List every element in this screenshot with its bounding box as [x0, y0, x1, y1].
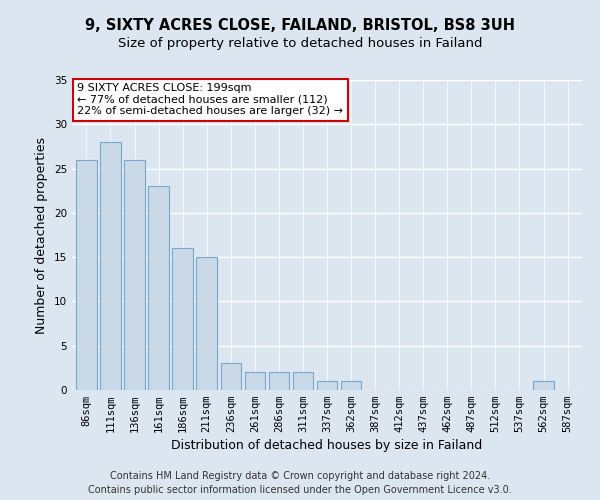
Bar [341, 381, 361, 390]
Bar [293, 372, 313, 390]
Bar [124, 160, 145, 390]
Text: 9 SIXTY ACRES CLOSE: 199sqm
← 77% of detached houses are smaller (112)
22% of se: 9 SIXTY ACRES CLOSE: 199sqm ← 77% of det… [77, 83, 343, 116]
Bar [100, 142, 121, 390]
Bar [221, 364, 241, 390]
Bar [317, 381, 337, 390]
Text: Contains HM Land Registry data © Crown copyright and database right 2024.
Contai: Contains HM Land Registry data © Crown c… [88, 471, 512, 495]
Y-axis label: Number of detached properties: Number of detached properties [35, 136, 49, 334]
X-axis label: Distribution of detached houses by size in Failand: Distribution of detached houses by size … [172, 440, 482, 452]
Bar [245, 372, 265, 390]
Bar [196, 257, 217, 390]
Bar [76, 160, 97, 390]
Bar [533, 381, 554, 390]
Bar [148, 186, 169, 390]
Bar [172, 248, 193, 390]
Bar [269, 372, 289, 390]
Text: Size of property relative to detached houses in Failand: Size of property relative to detached ho… [118, 38, 482, 51]
Text: 9, SIXTY ACRES CLOSE, FAILAND, BRISTOL, BS8 3UH: 9, SIXTY ACRES CLOSE, FAILAND, BRISTOL, … [85, 18, 515, 32]
